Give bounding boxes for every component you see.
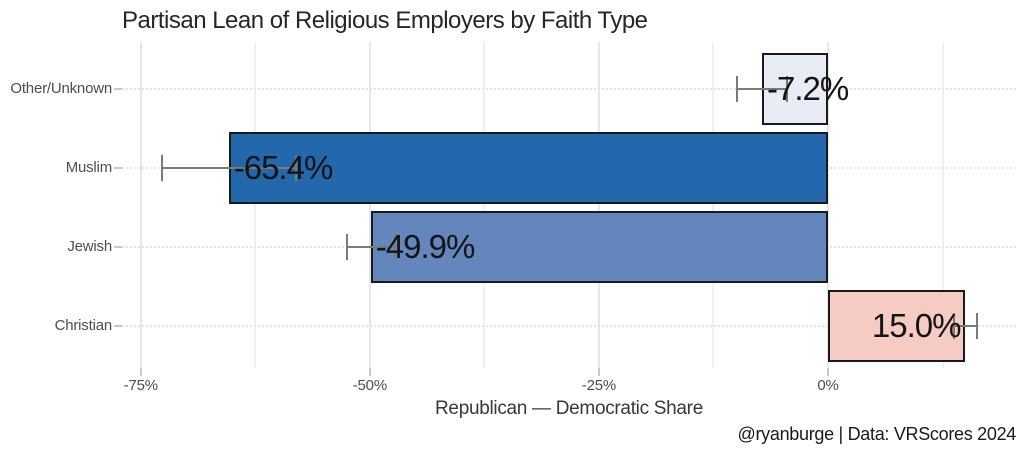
minor-gridline [483,42,486,368]
error-bar-other-unknown [737,88,787,90]
x-tick-mark [826,368,829,376]
value-label-christian: 15.0% [871,307,962,344]
error-bar-christian [953,325,978,327]
x-tick-label: 0% [817,377,839,394]
minor-gridline [712,42,715,368]
error-cap-muslim [294,155,297,181]
row-gridline [122,325,1016,327]
error-cap-muslim [160,155,163,181]
value-label-muslim: -65.4% [233,149,334,186]
major-gridline [139,42,142,368]
y-axis-label-muslim: Muslim [65,159,113,176]
y-tick-mark [114,88,122,90]
error-cap-christian [976,313,979,339]
bar-muslim [228,132,828,204]
y-tick-mark [114,246,122,248]
y-tick-mark [114,325,122,327]
y-axis-label-christian: Christian [54,317,113,334]
error-cap-jewish [393,234,396,260]
x-tick-mark [368,368,371,376]
bar-christian [827,290,966,362]
y-axis-label-jewish: Jewish [67,238,112,255]
x-tick-mark [597,368,600,376]
error-bar-jewish [346,246,395,248]
error-bar-muslim [161,167,296,169]
y-axis-label-other-unknown: Other/Unknown [10,80,112,97]
y-tick-mark [114,167,122,169]
row-gridline [122,88,1016,90]
value-label-other-unknown: -7.2% [767,70,849,107]
error-cap-other-unknown [736,76,739,102]
error-cap-christian [952,313,955,339]
error-cap-jewish [345,234,348,260]
chart-title: Partisan Lean of Religious Employers by … [122,7,648,34]
major-gridline [368,42,371,368]
major-gridline [597,42,600,368]
value-label-jewish: -49.9% [375,228,476,265]
x-tick-label: -75% [123,377,158,394]
minor-gridline [941,42,944,368]
x-tick-label: -25% [581,377,617,394]
attribution: @ryanburge | Data: VRScores 2024 [737,424,1017,444]
x-tick-mark [139,368,142,376]
major-gridline [826,42,829,368]
x-tick-label: -50% [352,377,387,394]
error-cap-other-unknown [785,76,788,102]
minor-gridline [254,42,257,368]
x-axis-title: Republican — Democratic Share [435,398,703,419]
